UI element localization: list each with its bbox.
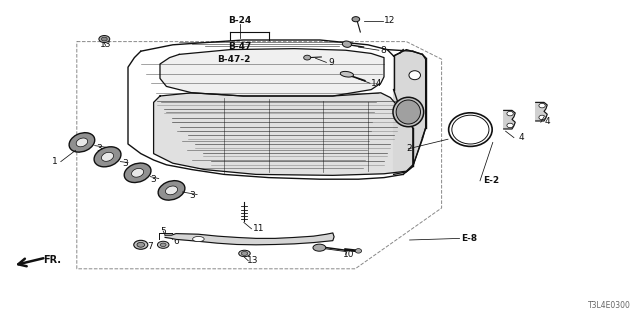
Text: 12: 12	[384, 16, 396, 25]
Ellipse shape	[539, 115, 545, 120]
Ellipse shape	[239, 250, 250, 257]
Ellipse shape	[342, 41, 351, 47]
Ellipse shape	[102, 37, 108, 41]
Ellipse shape	[76, 138, 88, 147]
Text: 13: 13	[247, 256, 259, 265]
Text: 3: 3	[189, 191, 195, 200]
Ellipse shape	[137, 243, 145, 247]
Ellipse shape	[94, 147, 121, 167]
Ellipse shape	[409, 71, 420, 80]
Ellipse shape	[132, 168, 143, 177]
Text: 9: 9	[328, 58, 334, 67]
Text: B-47: B-47	[228, 42, 252, 51]
Ellipse shape	[69, 133, 95, 152]
Ellipse shape	[340, 71, 353, 77]
Text: B-47-2: B-47-2	[217, 55, 250, 64]
Ellipse shape	[313, 244, 326, 251]
Ellipse shape	[241, 252, 248, 255]
Polygon shape	[165, 233, 334, 245]
Ellipse shape	[166, 186, 177, 195]
Text: 7: 7	[148, 242, 153, 251]
Polygon shape	[504, 110, 515, 129]
Ellipse shape	[355, 249, 362, 253]
Ellipse shape	[539, 103, 545, 108]
Ellipse shape	[102, 152, 113, 161]
Ellipse shape	[396, 100, 420, 124]
Text: T3L4E0300: T3L4E0300	[588, 301, 630, 310]
Text: B-24: B-24	[228, 16, 252, 25]
Ellipse shape	[158, 181, 185, 200]
Ellipse shape	[507, 111, 513, 116]
Ellipse shape	[124, 163, 151, 182]
Text: 5: 5	[161, 228, 166, 236]
Polygon shape	[160, 49, 384, 96]
Ellipse shape	[134, 240, 148, 249]
Ellipse shape	[304, 55, 311, 60]
Text: 4: 4	[545, 117, 550, 126]
Ellipse shape	[157, 241, 169, 248]
Polygon shape	[154, 93, 413, 175]
Ellipse shape	[99, 36, 110, 43]
Text: 1: 1	[52, 157, 57, 166]
Ellipse shape	[193, 236, 204, 242]
Text: 3: 3	[151, 175, 156, 184]
Text: 14: 14	[371, 79, 383, 88]
Text: E-2: E-2	[483, 176, 499, 185]
Text: 8: 8	[381, 46, 387, 55]
Polygon shape	[536, 102, 547, 121]
Text: 11: 11	[253, 224, 264, 233]
Ellipse shape	[160, 243, 166, 247]
Text: 3: 3	[122, 159, 127, 168]
Ellipse shape	[352, 17, 360, 22]
Ellipse shape	[507, 123, 513, 128]
Text: 3: 3	[97, 144, 102, 153]
Text: FR.: FR.	[44, 255, 61, 265]
Text: 2: 2	[407, 144, 412, 153]
Text: E-8: E-8	[461, 234, 477, 243]
Ellipse shape	[393, 97, 424, 127]
Text: 13: 13	[100, 40, 111, 49]
Text: 4: 4	[519, 133, 524, 142]
Polygon shape	[394, 50, 426, 174]
Text: 10: 10	[343, 250, 355, 259]
Text: 6: 6	[173, 237, 179, 246]
